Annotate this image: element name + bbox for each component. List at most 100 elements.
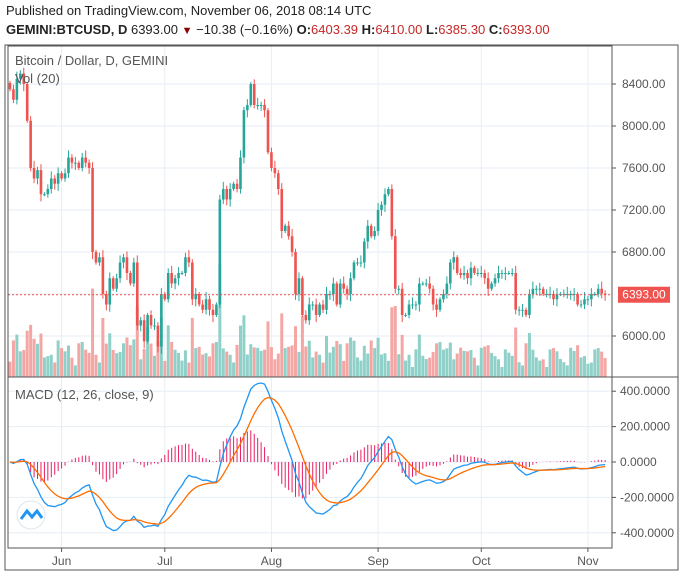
volume-bar xyxy=(104,343,108,377)
volume-bar xyxy=(589,362,593,377)
candle-body xyxy=(504,273,507,274)
volume-bar xyxy=(538,360,542,377)
macd-title: MACD (12, 26, close, 9) xyxy=(15,387,154,402)
candle-body xyxy=(538,288,542,290)
macd-axis-label: 200.0000 xyxy=(620,420,670,434)
candle-body xyxy=(318,304,321,315)
volume-bar xyxy=(63,351,67,377)
candle-body xyxy=(170,273,173,284)
candle-body xyxy=(452,257,456,263)
symbol: GEMINI:BTCUSD, D xyxy=(6,22,128,37)
candle-body xyxy=(476,273,480,274)
candle-body xyxy=(184,257,187,273)
volume-bar xyxy=(276,353,280,377)
candle-body xyxy=(524,309,528,315)
candle-body xyxy=(197,294,201,305)
candle-body xyxy=(301,278,304,315)
candle-body xyxy=(70,157,74,163)
high-label: H: xyxy=(361,22,376,37)
candle-body xyxy=(307,304,311,321)
volume-bar xyxy=(527,333,531,377)
logo-mark xyxy=(19,508,44,520)
volume-bar xyxy=(256,347,260,377)
volume-bar xyxy=(600,351,604,377)
volume-bar xyxy=(49,354,53,377)
candle-body xyxy=(115,278,118,289)
macd-axis-label: 0.0000 xyxy=(620,455,657,469)
volume-bar xyxy=(56,340,60,377)
volume-bar xyxy=(29,324,33,377)
volume-bar xyxy=(355,357,359,377)
candle-body xyxy=(603,293,607,295)
volume-bar xyxy=(579,357,583,377)
candle-body xyxy=(139,320,143,326)
candle-body xyxy=(160,294,163,347)
volume-bar xyxy=(569,347,573,377)
candle-body xyxy=(338,283,342,305)
volume-bar xyxy=(383,353,387,377)
candle-body xyxy=(191,262,194,300)
macd-line xyxy=(9,382,606,532)
outer-frame xyxy=(4,44,679,571)
volume-bar xyxy=(15,334,19,377)
volume-bar xyxy=(170,342,174,377)
candle-body xyxy=(242,110,246,158)
volume-bar xyxy=(476,365,480,377)
volume-bar xyxy=(586,363,590,377)
candle-body xyxy=(363,241,366,263)
candle-body xyxy=(118,262,122,279)
volume-bar xyxy=(283,348,287,377)
candle-body xyxy=(211,309,215,315)
candle-body xyxy=(521,309,524,311)
volume-bar xyxy=(259,351,263,377)
candle-body xyxy=(225,189,229,200)
tradingview-logo-icon xyxy=(16,500,46,530)
macd-axis-label: -200.0000 xyxy=(620,490,674,504)
candle-body xyxy=(142,320,146,342)
volume-bar xyxy=(70,357,74,377)
volume-bar xyxy=(552,348,556,377)
candle-body xyxy=(583,299,586,305)
volume-bar xyxy=(149,343,153,377)
volume-bar xyxy=(163,360,167,377)
macd-axis-label: -400.0000 xyxy=(620,526,674,540)
candle-body xyxy=(287,225,290,237)
candle-body xyxy=(12,89,15,100)
candle-body xyxy=(418,283,421,305)
candle-body xyxy=(208,299,211,310)
volume-bar xyxy=(238,325,242,377)
candle-body xyxy=(77,162,81,168)
candle-body xyxy=(22,73,26,84)
triangle-down-icon: ▼ xyxy=(181,25,193,37)
volume-bar xyxy=(517,362,521,377)
volume-bar xyxy=(304,346,308,377)
volume-bar xyxy=(128,345,132,377)
candle-body xyxy=(290,236,294,252)
candle-body xyxy=(387,189,390,195)
volume-bar xyxy=(183,350,187,377)
volume-bar xyxy=(582,356,586,377)
candle-body xyxy=(60,173,63,179)
candle-body xyxy=(414,304,418,306)
volume-bar xyxy=(393,306,397,377)
candle-body xyxy=(493,278,497,284)
candle-body xyxy=(390,189,394,237)
volume-bar xyxy=(503,349,507,377)
volume-bar xyxy=(531,349,535,377)
candle-body xyxy=(173,278,177,284)
volume-bar xyxy=(135,306,139,377)
volume-bar xyxy=(142,349,146,377)
volume-bar xyxy=(11,340,15,377)
volume-bar xyxy=(558,359,562,377)
candle-body xyxy=(56,173,60,184)
candle-body xyxy=(352,262,356,279)
volume-bar xyxy=(483,346,487,377)
volume-bar xyxy=(197,346,201,377)
candle-body xyxy=(545,294,548,295)
price-axis-label: 6000.00 xyxy=(622,329,666,343)
volume-bar xyxy=(421,355,425,377)
volume-bar xyxy=(225,351,229,377)
candle-body xyxy=(332,283,335,294)
candle-body xyxy=(43,194,46,196)
